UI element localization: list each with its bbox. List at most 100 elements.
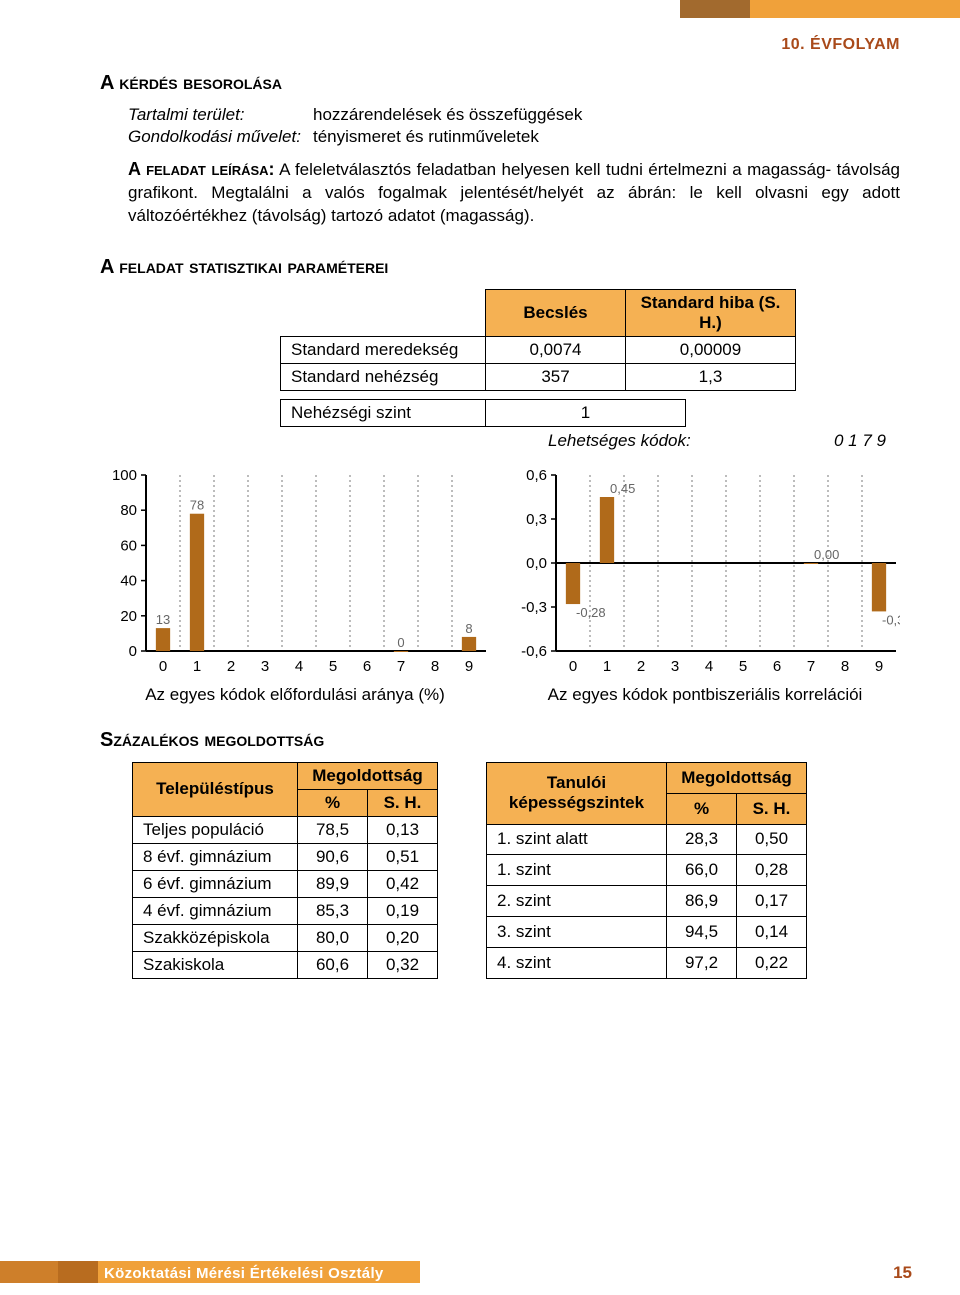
solve-row-label: 1. szint alatt [487,824,667,855]
svg-text:-0,33: -0,33 [882,612,900,627]
svg-text:0: 0 [159,658,167,675]
difficulty-label: Nehézségi szint [281,399,486,426]
svg-text:3: 3 [261,658,269,675]
page-number: 15 [893,1263,912,1283]
solve-cell: 78,5 [298,816,368,843]
solve-row-label: 6 évf. gimnázium [133,870,298,897]
solve-row-label: Szakközépiskola [133,924,298,951]
solve-cell: 0,17 [737,886,807,917]
svg-text:-0,28: -0,28 [576,605,606,620]
svg-text:-0,6: -0,6 [521,643,547,660]
svg-text:-0,3: -0,3 [521,599,547,616]
stats-row-label: Standard meredekség [281,336,486,363]
svg-text:0,00: 0,00 [814,547,839,562]
stats-col: Standard hiba (S. H.) [626,289,796,336]
svg-text:6: 6 [773,658,781,675]
codes-value: 0 1 7 9 [834,431,886,451]
stats-cell: 1,3 [626,363,796,390]
svg-text:0: 0 [569,658,577,675]
solve-sub2: S. H. [737,793,807,824]
solve-sub1: % [667,793,737,824]
svg-text:4: 4 [295,658,303,675]
solve-cell: 0,14 [737,917,807,948]
svg-text:6: 6 [363,658,371,675]
svg-text:7: 7 [807,658,815,675]
svg-text:0: 0 [397,635,404,650]
solve-cell: 86,9 [667,886,737,917]
svg-text:8: 8 [841,658,849,675]
svg-text:5: 5 [739,658,747,675]
solve-cell: 85,3 [298,897,368,924]
def-gondol-val: tényismeret és rutinműveletek [313,127,539,147]
svg-text:5: 5 [329,658,337,675]
solve-sub2: S. H. [368,789,438,816]
solve-head-span: Megoldottság [298,762,438,789]
svg-text:0,45: 0,45 [610,481,635,496]
frequency-chart: 0204060801001307812345607889 [100,467,490,677]
solve-cell: 97,2 [667,947,737,978]
solve-cell: 28,3 [667,824,737,855]
solve-cell: 90,6 [298,843,368,870]
solve-heading: Százalékos megoldottság [100,729,900,752]
svg-text:9: 9 [875,658,883,675]
stats-col: Becslés [486,289,626,336]
svg-text:2: 2 [227,658,235,675]
chart2-title: Az egyes kódok pontbiszeriális korreláci… [510,685,900,705]
svg-text:8: 8 [465,621,472,636]
solve-cell: 0,19 [368,897,438,924]
solve-cell: 0,32 [368,951,438,978]
solve-head-main: Tanulói képességszintek [487,762,667,824]
stats-row-label: Standard nehézség [281,363,486,390]
svg-text:1: 1 [193,658,201,675]
solve-row-label: 2. szint [487,886,667,917]
solve-row-label: Szakiskola [133,951,298,978]
solve-row-label: 4. szint [487,947,667,978]
correlation-chart: -0,6-0,30,00,30,6-0,2800,451234560,0078-… [510,467,900,677]
solve-row-label: 3. szint [487,917,667,948]
codes-label: Lehetséges kódok: [548,431,691,451]
solve-head-span: Megoldottság [667,762,807,793]
svg-text:7: 7 [397,658,405,675]
solve-sub1: % [298,789,368,816]
svg-text:4: 4 [705,658,713,675]
solve-cell: 0,28 [737,855,807,886]
svg-text:100: 100 [112,467,137,484]
svg-text:60: 60 [120,537,137,554]
solve-cell: 0,13 [368,816,438,843]
solve-cell: 0,42 [368,870,438,897]
svg-text:80: 80 [120,502,137,519]
svg-text:0,6: 0,6 [526,467,547,484]
footer-text: Közoktatási Mérési Értékelési Osztály [104,1265,384,1282]
stats-table: BecslésStandard hiba (S. H.) Standard mer… [280,289,796,391]
solve-cell: 0,50 [737,824,807,855]
task-description-lead: A feladat leírása: [128,159,275,179]
svg-text:0,3: 0,3 [526,511,547,528]
solve-cell: 0,51 [368,843,438,870]
solve-cell: 94,5 [667,917,737,948]
stats-heading: A feladat statisztikai paraméterei [100,256,900,279]
stats-cell: 0,00009 [626,336,796,363]
svg-text:8: 8 [431,658,439,675]
solve-row-label: 8 évf. gimnázium [133,843,298,870]
svg-text:20: 20 [120,608,137,625]
stats-cell: 0,0074 [486,336,626,363]
solve-row-label: 4 évf. gimnázium [133,897,298,924]
solve-cell: 89,9 [298,870,368,897]
footer: Közoktatási Mérési Értékelési Osztály 15 [0,1261,960,1295]
grade-label: 10. ÉVFOLYAM [100,36,900,54]
chart1-title: Az egyes kódok előfordulási aránya (%) [100,685,490,705]
task-description: A feladat leírása: A feleletválasztós fe… [128,157,900,228]
solve-cell: 60,6 [298,951,368,978]
solve-cell: 66,0 [667,855,737,886]
svg-text:0,0: 0,0 [526,555,547,572]
stats-cell: 357 [486,363,626,390]
solve-cell: 0,22 [737,947,807,978]
svg-text:1: 1 [603,658,611,675]
difficulty-table: Nehézségi szint 1 [280,399,686,427]
solve-cell: 80,0 [298,924,368,951]
difficulty-value: 1 [486,399,686,426]
solve-row-label: Teljes populáció [133,816,298,843]
svg-text:9: 9 [465,658,473,675]
svg-text:2: 2 [637,658,645,675]
svg-text:40: 40 [120,572,137,589]
